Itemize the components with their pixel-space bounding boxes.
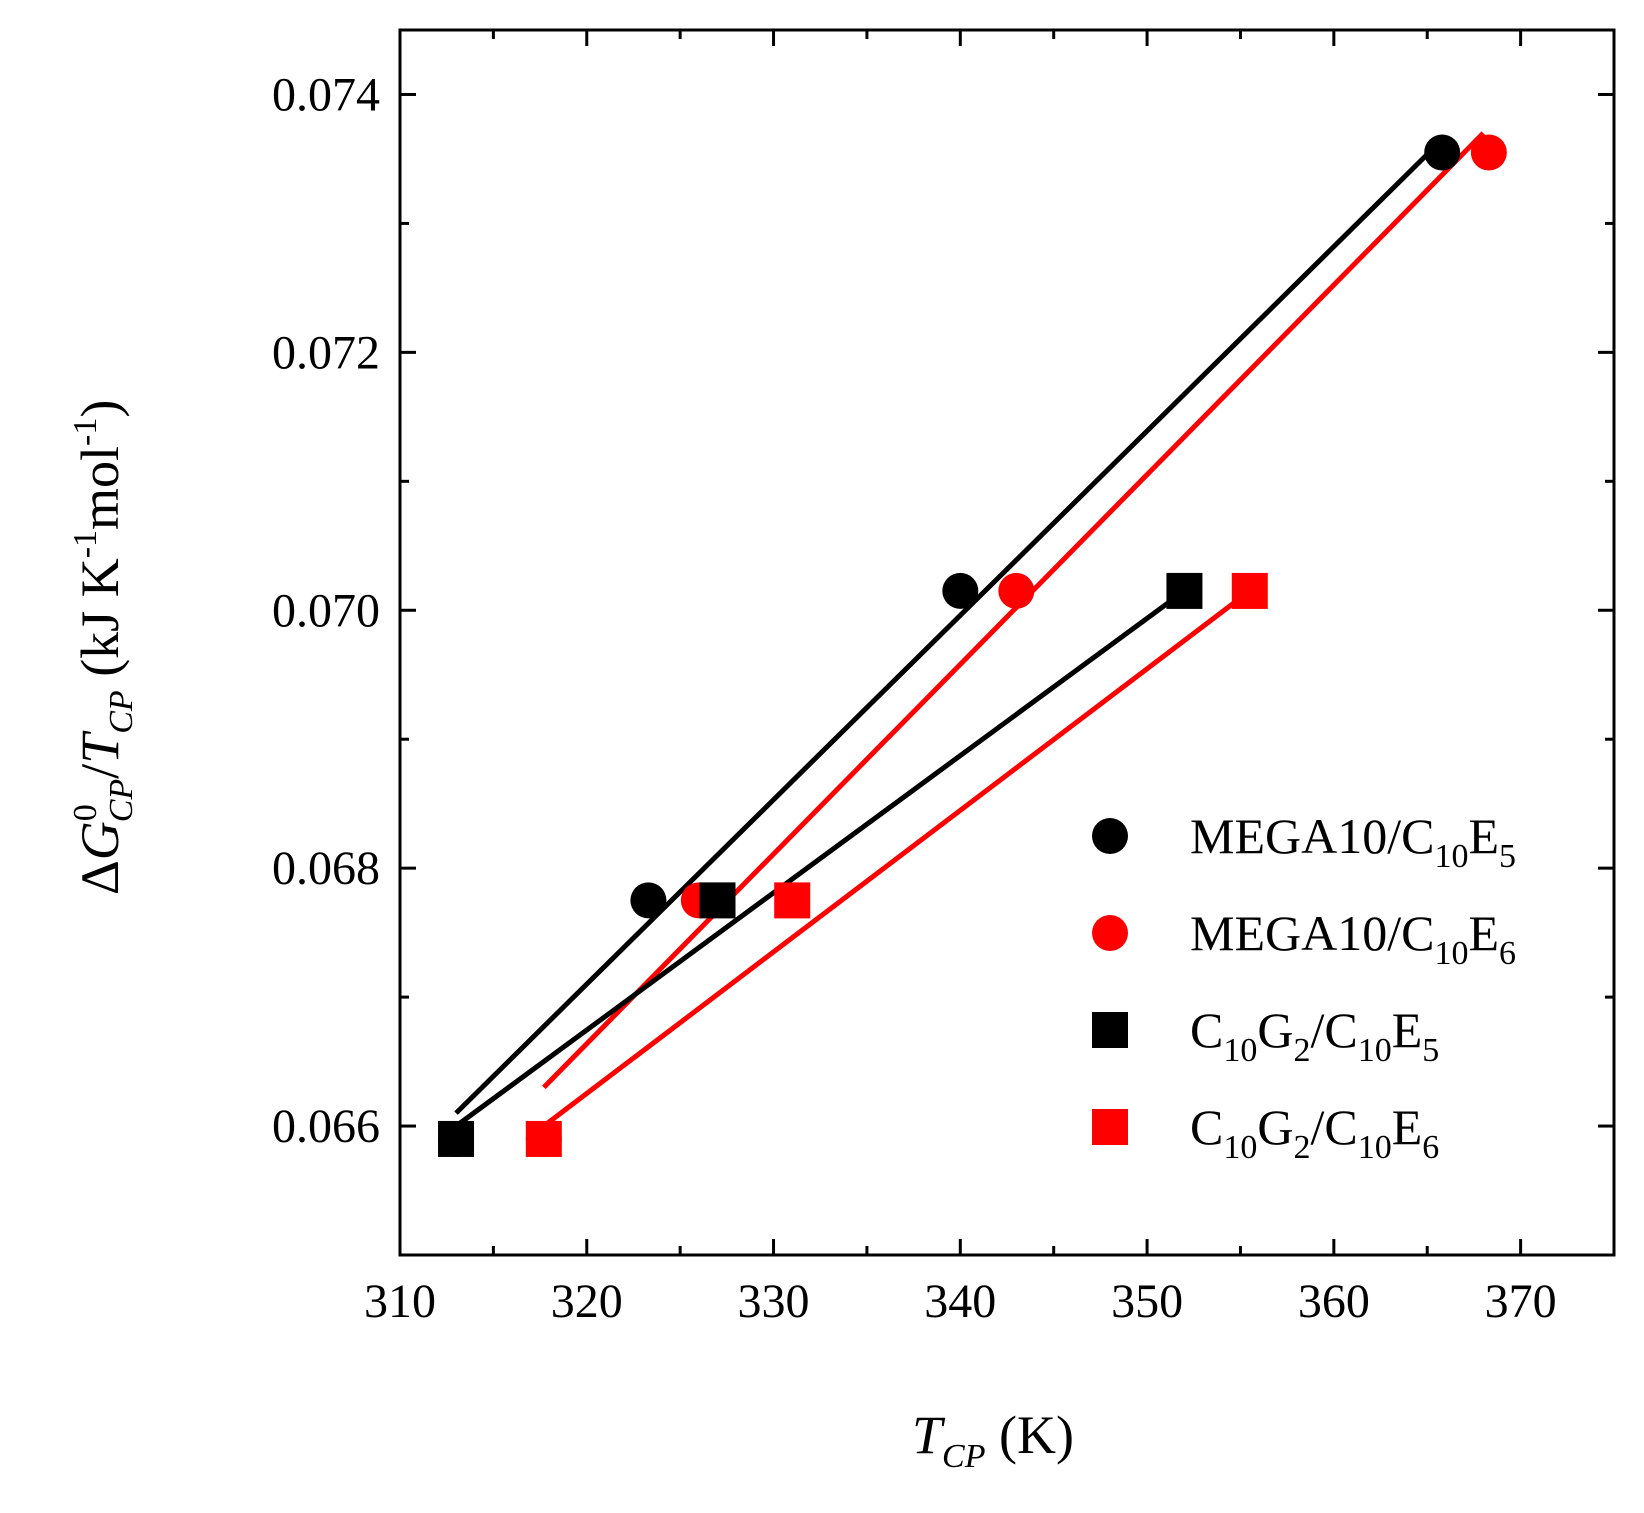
- legend-label-subscript: 5: [1422, 1032, 1439, 1069]
- legend-marker-square: [1092, 1012, 1128, 1048]
- data-point-circle-series-2: [1470, 134, 1507, 171]
- fit-line-series-4: [542, 588, 1252, 1129]
- legend-marker-circle: [1092, 915, 1128, 951]
- y-tick-label: 0.070: [272, 584, 380, 637]
- y-title-unit-sup1: -1: [67, 530, 104, 558]
- data-point-square-series-4: [774, 882, 811, 919]
- y-tick-label: 0.074: [272, 68, 380, 121]
- y-title-unit-c: ): [70, 400, 130, 418]
- x-tick-label: 330: [738, 1275, 810, 1328]
- y-title-unit-sup2: -1: [67, 418, 104, 446]
- x-title-sub: CP: [942, 1438, 985, 1475]
- x-tick-label: 340: [924, 1275, 996, 1328]
- x-tick-label: 310: [364, 1275, 436, 1328]
- legend-label: C10G2/C10E5: [1190, 1002, 1439, 1069]
- y-tick-label: 0.066: [272, 1100, 380, 1153]
- y-title-slash: /: [70, 764, 130, 779]
- legend-label: MEGA10/C10E5: [1190, 808, 1516, 875]
- y-title-unit-a: (kJ K: [70, 558, 130, 690]
- y-title-delta: Δ: [70, 860, 130, 895]
- legend-label-subscript: 2: [1293, 1129, 1310, 1166]
- data-point-square-series-4: [525, 1120, 562, 1157]
- legend-label-subscript: 10: [1434, 838, 1468, 875]
- legend-label-subscript: 5: [1499, 838, 1516, 875]
- legend-label-text: E: [1468, 905, 1499, 961]
- legend-label-subscript: 10: [1223, 1032, 1257, 1069]
- plot-frame: [398, 28, 1616, 1257]
- x-tick-label: 350: [1111, 1275, 1183, 1328]
- data-point-circle-series-2: [998, 572, 1035, 609]
- fit-line-series-1: [454, 137, 1444, 1115]
- data-point-square-series-3: [1166, 572, 1203, 609]
- x-tick-label: 360: [1298, 1275, 1370, 1328]
- data-point-circle-series-1: [630, 882, 667, 919]
- y-axis-title: ΔG0CP/TCP (kJ K-1mol-1): [67, 400, 140, 895]
- data-point-circle-series-1: [942, 572, 979, 609]
- x-title-main: T: [912, 1405, 946, 1465]
- legend-label-text: E: [1392, 1099, 1423, 1155]
- legend-label-text: MEGA10/C: [1190, 808, 1434, 864]
- legend-label-text: /C: [1310, 1002, 1357, 1058]
- y-title-t: T: [70, 730, 130, 764]
- plot-area: [438, 131, 1507, 1157]
- y-title-unit-b: mol: [70, 446, 130, 530]
- y-title-g: G: [70, 821, 130, 860]
- data-point-circle-series-1: [1424, 134, 1461, 171]
- legend-label-subscript: 10: [1434, 935, 1468, 972]
- fit-line-series-2: [542, 131, 1486, 1090]
- legend-label-text: E: [1468, 808, 1499, 864]
- y-tick-label: 0.072: [272, 326, 380, 379]
- legend-label-text: C: [1190, 1099, 1223, 1155]
- y-title-g-sup: 0: [67, 804, 104, 821]
- legend: MEGA10/C10E5MEGA10/C10E6C10G2/C10E5C10G2…: [1092, 808, 1516, 1166]
- x-tick-label: 320: [551, 1275, 623, 1328]
- legend-label-subscript: 2: [1293, 1032, 1310, 1069]
- legend-label-text: G: [1257, 1002, 1293, 1058]
- legend-marker-circle: [1092, 818, 1128, 854]
- x-tick-label: 370: [1485, 1275, 1557, 1328]
- y-title-t-sub: CP: [103, 690, 140, 733]
- legend-label-text: E: [1392, 1002, 1423, 1058]
- x-axis-title: TCP (K): [912, 1405, 1074, 1475]
- data-point-square-series-3: [699, 882, 736, 919]
- legend-label-text: MEGA10/C: [1190, 905, 1434, 961]
- data-point-square-series-3: [438, 1120, 475, 1157]
- legend-label-subscript: 10: [1358, 1032, 1392, 1069]
- x-title-unit: (K): [986, 1405, 1074, 1465]
- legend-label-subscript: 10: [1358, 1129, 1392, 1166]
- legend-label-subscript: 10: [1223, 1129, 1257, 1166]
- legend-label-text: G: [1257, 1099, 1293, 1155]
- legend-label-text: /C: [1310, 1099, 1357, 1155]
- fit-line-series-3: [454, 588, 1186, 1129]
- y-title-g-sub: CP: [103, 779, 140, 822]
- legend-label: MEGA10/C10E6: [1190, 905, 1516, 972]
- y-tick-label: 0.068: [272, 842, 380, 895]
- legend-label-subscript: 6: [1499, 935, 1516, 972]
- data-point-square-series-4: [1231, 572, 1268, 609]
- axes: 310 320 330 340 350 360 370 0.066 0.068 0.070 0.07…: [272, 28, 1616, 1328]
- legend-marker-square: [1092, 1109, 1128, 1145]
- legend-label-subscript: 6: [1422, 1129, 1439, 1166]
- legend-label-text: C: [1190, 1002, 1223, 1058]
- legend-label: C10G2/C10E6: [1190, 1099, 1439, 1166]
